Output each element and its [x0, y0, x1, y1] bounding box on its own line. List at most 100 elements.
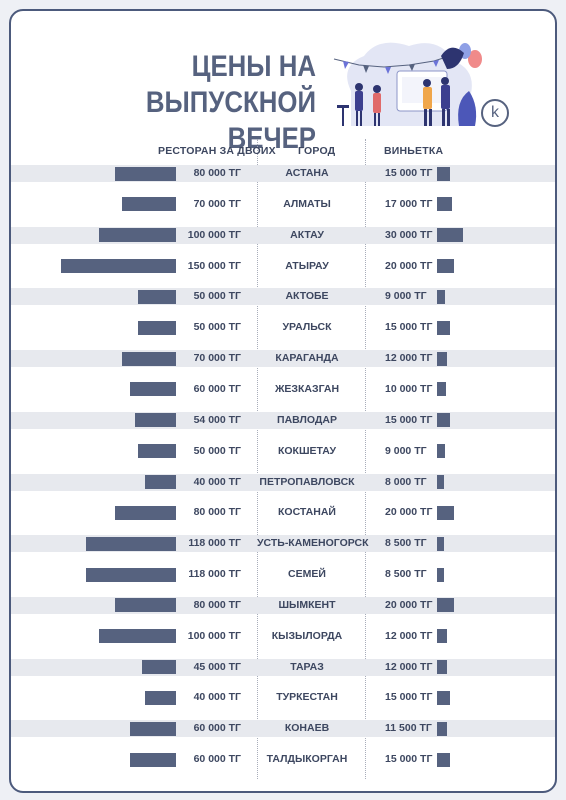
- table-row: 50 000 ТГ УРАЛЬСК 15 000 ТГ: [11, 319, 555, 336]
- city-label: ЖЕЗКАЗГАН: [274, 382, 340, 395]
- vignette-price-label: 20 000 ТГ: [385, 598, 433, 611]
- restaurant-price-label: 50 000 ТГ: [193, 444, 241, 457]
- restaurant-price-label: 80 000 ТГ: [193, 506, 241, 519]
- restaurant-price-label: 100 000 ТГ: [187, 228, 241, 241]
- table-row: 50 000 ТГ КОКШЕТАУ 9 000 ТГ: [11, 443, 555, 460]
- restaurant-price-label: 70 000 ТГ: [193, 197, 241, 210]
- restaurant-price-label: 60 000 ТГ: [193, 722, 241, 735]
- table-row: 54 000 ТГ ПАВЛОДАР 15 000 ТГ: [11, 411, 555, 429]
- city-label: ПАВЛОДАР: [277, 413, 337, 426]
- restaurant-price-label: 54 000 ТГ: [193, 413, 241, 426]
- restaurant-price-label: 80 000 ТГ: [193, 598, 241, 611]
- vignette-bar: [437, 320, 450, 335]
- vignette-bar: [437, 475, 444, 489]
- brand-logo: k: [481, 99, 509, 127]
- vignette-bar: [437, 259, 455, 274]
- vignette-price-label: 11 500 ТГ: [385, 722, 432, 735]
- infographic-card: ЦЕНЫ НА ВЫПУСКНОЙ ВЕЧЕР k РЕСТОРАН ЗА ДВ…: [9, 9, 557, 793]
- table-row: 100 000 ТГ КЫЗЫЛОРДА 12 000 ТГ: [11, 628, 555, 645]
- header-restaurant: РЕСТОРАН ЗА ДВОИХ: [158, 145, 276, 157]
- vignette-price-label: 10 000 ТГ: [385, 382, 433, 395]
- table-row: 100 000 ТГ АКТАУ 30 000 ТГ: [11, 226, 555, 244]
- column-divider-left: [257, 139, 258, 779]
- restaurant-price-label: 60 000 ТГ: [193, 382, 241, 395]
- restaurant-bar: [99, 228, 176, 243]
- city-label: АКТОБЕ: [285, 290, 329, 303]
- title-line-1: ЦЕНЫ НА: [191, 50, 316, 83]
- city-label: КЫЗЫЛОРДА: [271, 629, 343, 642]
- vignette-price-label: 12 000 ТГ: [385, 660, 433, 673]
- restaurant-bar: [134, 413, 176, 428]
- vignette-bar: [437, 752, 450, 767]
- vignette-bar: [437, 166, 450, 181]
- table-row: 118 000 ТГ УСТЬ-КАМЕНОГОРСК 8 500 ТГ: [11, 535, 555, 553]
- vignette-price-label: 9 000 ТГ: [385, 444, 427, 457]
- graduation-party-illustration: [333, 42, 482, 126]
- table-row: 50 000 ТГ АКТОБЕ 9 000 ТГ: [11, 288, 555, 306]
- title-line-2: ВЫПУСКНОЙ ВЕЧЕР: [145, 86, 316, 155]
- restaurant-price-label: 45 000 ТГ: [193, 660, 241, 673]
- vignette-bar: [437, 690, 450, 705]
- vignette-price-label: 8 500 ТГ: [385, 537, 427, 550]
- column-divider-right: [365, 139, 366, 779]
- vignette-price-label: 20 000 ТГ: [385, 259, 433, 272]
- vignette-price-label: 17 000 ТГ: [385, 197, 433, 210]
- city-label: КОКШЕТАУ: [277, 444, 336, 457]
- city-label: АКТАУ: [290, 228, 324, 241]
- restaurant-bar: [137, 444, 176, 459]
- restaurant-bar: [85, 536, 176, 551]
- restaurant-bar: [114, 505, 176, 520]
- vignette-bar: [437, 721, 447, 736]
- vignette-price-label: 8 000 ТГ: [385, 475, 427, 488]
- restaurant-bar: [99, 629, 176, 644]
- vignette-price-label: 12 000 ТГ: [385, 352, 433, 365]
- restaurant-price-label: 100 000 ТГ: [187, 629, 241, 642]
- page-title: ЦЕНЫ НА ВЫПУСКНОЙ ВЕЧЕР: [105, 49, 316, 157]
- vignette-price-label: 15 000 ТГ: [385, 413, 433, 426]
- restaurant-bar: [122, 351, 176, 366]
- restaurant-bar: [114, 166, 176, 181]
- restaurant-price-label: 40 000 ТГ: [193, 691, 241, 704]
- restaurant-price-label: 70 000 ТГ: [193, 352, 241, 365]
- restaurant-price-label: 40 000 ТГ: [193, 475, 241, 488]
- restaurant-bar: [114, 598, 176, 613]
- city-label: КАРАГАНДА: [275, 352, 339, 365]
- restaurant-price-label: 50 000 ТГ: [193, 290, 241, 303]
- restaurant-bar: [61, 259, 176, 274]
- restaurant-bar: [137, 320, 176, 335]
- restaurant-price-label: 118 000 ТГ: [188, 568, 241, 581]
- vignette-bar: [437, 413, 450, 428]
- restaurant-price-label: 50 000 ТГ: [193, 321, 241, 334]
- table-row: 80 000 ТГ АСТАНА 15 000 ТГ: [11, 165, 555, 182]
- vignette-bar: [437, 228, 463, 243]
- city-label: АСТАНА: [285, 167, 329, 179]
- vignette-price-label: 15 000 ТГ: [385, 691, 433, 704]
- vignette-bar: [437, 444, 445, 459]
- restaurant-bar: [85, 567, 176, 582]
- vignette-price-label: 9 000 ТГ: [385, 290, 427, 303]
- header-city: ГОРОД: [298, 145, 336, 157]
- table-row: 45 000 ТГ ТАРАЗ 12 000 ТГ: [11, 658, 555, 676]
- restaurant-price-label: 60 000 ТГ: [193, 753, 241, 766]
- city-label: КОНАЕВ: [284, 722, 330, 735]
- vignette-price-label: 15 000 ТГ: [385, 753, 433, 766]
- restaurant-bar: [130, 752, 176, 767]
- restaurant-price-label: 150 000 ТГ: [187, 259, 241, 272]
- vignette-price-label: 20 000 ТГ: [385, 506, 433, 519]
- city-label: СЕМЕЙ: [288, 568, 326, 581]
- vignette-bar: [437, 197, 452, 212]
- table-row: 40 000 ТГ ПЕТРОПАВЛОВСК 8 000 ТГ: [11, 473, 555, 491]
- table-row: 60 000 ТГ ТАЛДЫКОРГАН 15 000 ТГ: [11, 751, 555, 768]
- vignette-price-label: 15 000 ТГ: [385, 321, 433, 334]
- table-row: 80 000 ТГ КОСТАНАЙ 20 000 ТГ: [11, 504, 555, 521]
- restaurant-bar: [145, 690, 176, 705]
- restaurant-bar: [141, 660, 176, 675]
- city-label: УСТЬ-КАМЕНОГОРСК: [257, 537, 369, 550]
- vignette-price-label: 8 500 ТГ: [385, 568, 427, 581]
- city-label: ТАРАЗ: [290, 660, 324, 673]
- vignette-bar: [437, 629, 448, 644]
- vignette-bar: [437, 567, 445, 582]
- vignette-bar: [437, 505, 455, 520]
- table-row: 60 000 ТГ ЖЕЗКАЗГАН 10 000 ТГ: [11, 381, 555, 398]
- table-row: 80 000 ТГ ШЫМКЕНТ 20 000 ТГ: [11, 596, 555, 614]
